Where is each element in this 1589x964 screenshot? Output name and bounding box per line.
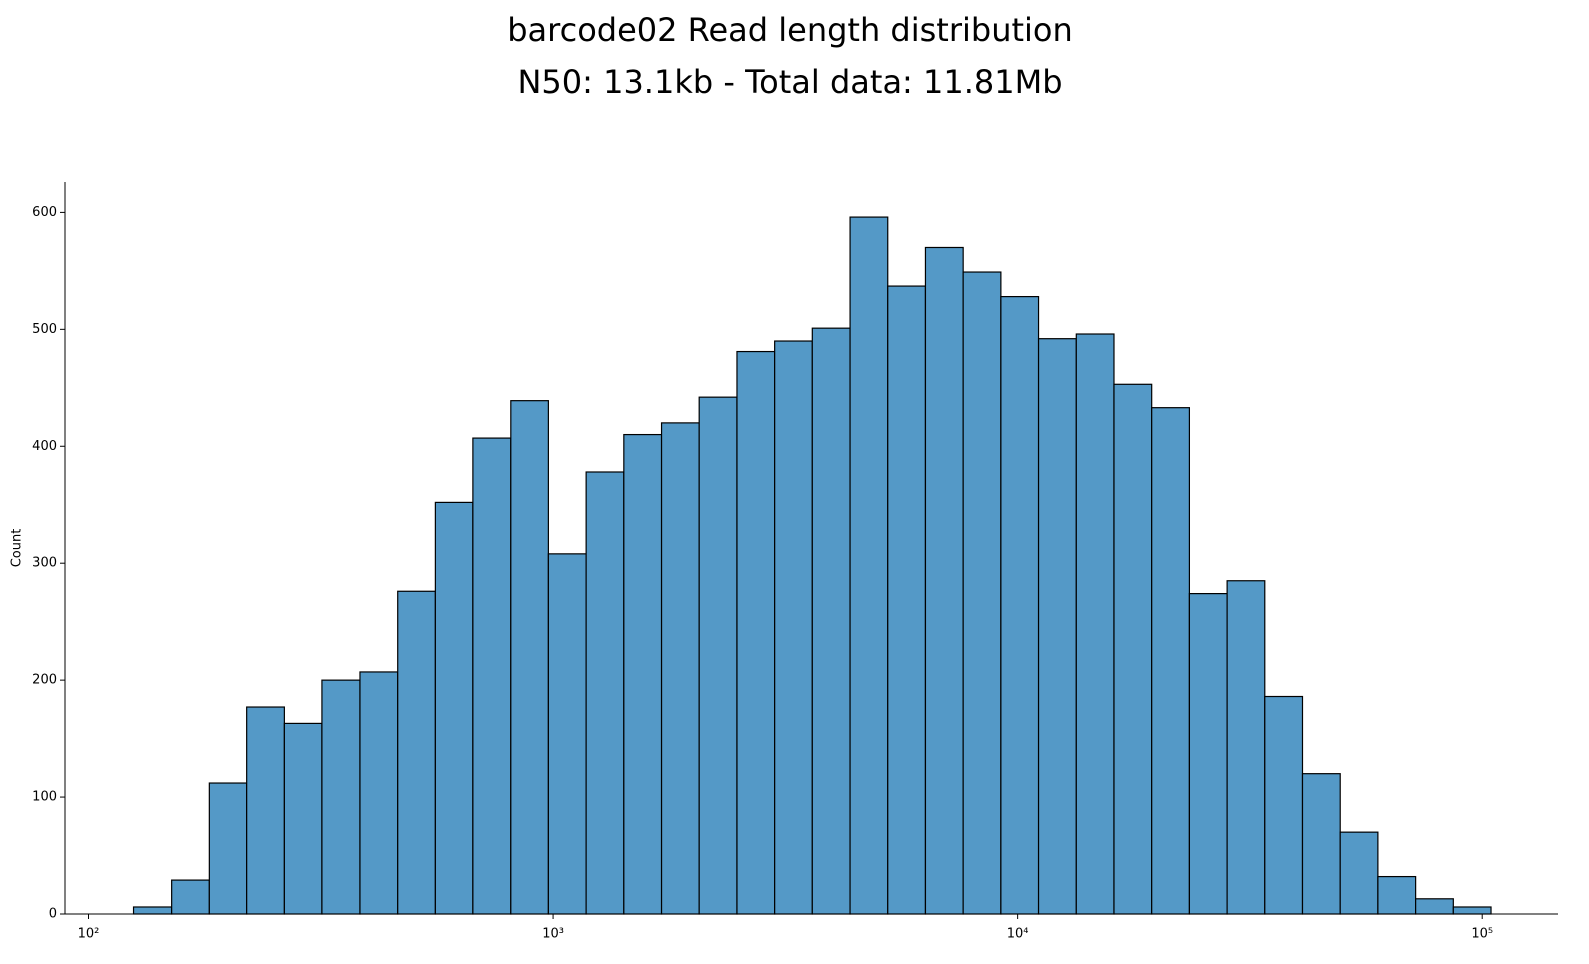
bar [1339,831,1379,915]
bar [1377,875,1417,915]
bar [1075,333,1115,915]
bar [472,437,512,915]
bar [698,396,738,915]
bar [811,327,851,915]
bar [736,350,776,915]
bar [246,706,285,915]
bar [321,679,361,915]
y-tick-label: 0 [49,907,57,922]
y-axis-label: Count [10,529,25,568]
bar [1415,898,1454,915]
bar [171,879,210,915]
bar [1188,593,1228,915]
bar [208,782,248,915]
bar [585,471,625,915]
bar [660,422,700,915]
bar [283,722,323,915]
bar [1037,338,1077,915]
bar [434,501,474,915]
bar [774,340,813,915]
y-tick-label: 600 [32,205,57,220]
bar [1151,407,1191,915]
chart-title: barcode02 Read length distribution N50: … [507,11,1073,101]
bar [132,906,173,915]
bar [849,216,889,915]
bar [924,246,964,915]
y-tick-label: 200 [32,673,57,688]
x-tick-label: 10⁵ [1471,927,1493,942]
x-tick-label: 10³ [542,927,564,942]
bar [547,553,587,915]
x-tick-label: 10² [78,927,100,942]
y-tick-label: 100 [32,790,57,805]
bar [1226,580,1266,915]
bar [1452,906,1492,915]
bar [397,590,436,915]
bar [962,271,1002,915]
x-tick-label: 10⁴ [1007,927,1029,942]
y-tick-label: 400 [32,439,57,454]
bar [1301,773,1341,915]
bar [1000,295,1040,915]
bar [1264,695,1304,915]
bar [887,285,927,915]
bar [510,400,549,915]
bar [359,671,399,915]
y-tick-label: 300 [32,556,57,571]
y-tick-label: 500 [32,322,57,337]
bar [623,433,663,915]
bar [1113,383,1153,915]
